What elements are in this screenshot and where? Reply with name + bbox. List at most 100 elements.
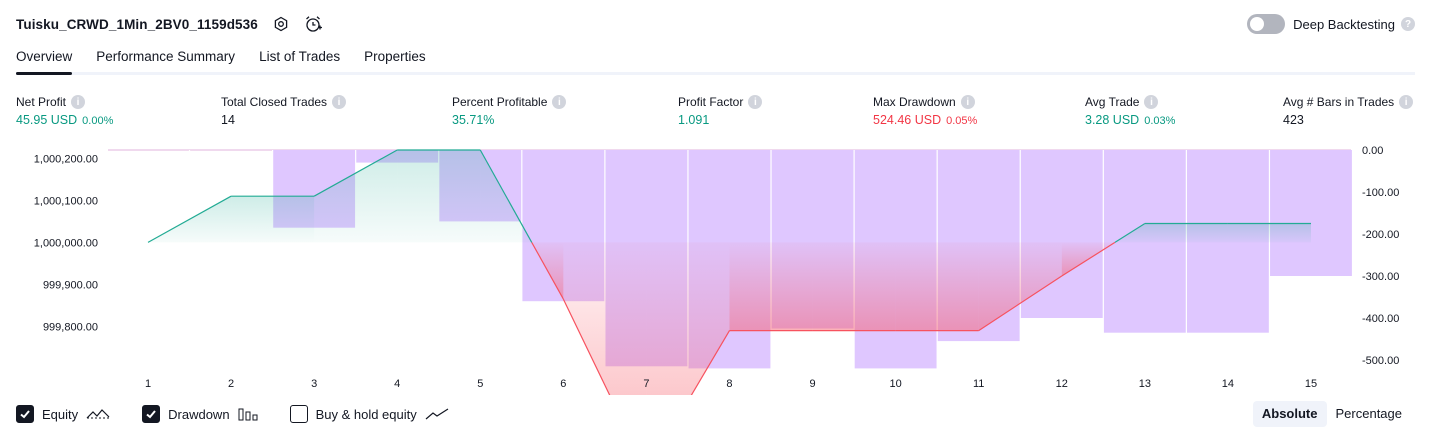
mode-percentage[interactable]: Percentage	[1335, 406, 1403, 421]
equity-fill-up	[397, 150, 481, 243]
legend-label: Buy & hold equity	[315, 406, 417, 422]
tab-bar: Overview Performance Summary List of Tra…	[16, 48, 1415, 75]
metric-label: Percent Profitable	[452, 95, 548, 109]
equity-fill-up	[231, 196, 315, 243]
left-axis-tick: 999,800.00	[43, 321, 98, 333]
metric-net-profit: Net Profit i 45.95 USD 0.00%	[16, 94, 113, 129]
info-icon[interactable]: i	[332, 95, 347, 109]
mode-absolute[interactable]: Absolute	[1252, 401, 1327, 427]
x-axis-tick: 8	[726, 378, 732, 390]
metric-value: 3.28 USD	[1085, 113, 1140, 127]
x-axis-tick: 2	[228, 378, 234, 390]
legend-buy-hold[interactable]: Buy & hold equity	[289, 405, 449, 423]
metric-percent: 0.03%	[1144, 115, 1176, 127]
legend-equity[interactable]: Equity	[16, 405, 110, 423]
equity-fill-up	[1144, 223, 1228, 243]
strategy-header: Tuisku_CRWD_1Min_2BV0_1159d536	[16, 12, 322, 36]
metric-label: Avg # Bars in Trades	[1283, 95, 1395, 109]
help-icon[interactable]: ?	[1401, 17, 1415, 31]
strategy-title: Tuisku_CRWD_1Min_2BV0_1159d536	[16, 16, 258, 32]
equity-line-segment	[1061, 241, 1116, 277]
x-axis-tick: 6	[560, 378, 566, 390]
chart-legend: Equity Drawdown Buy & hold equity	[16, 403, 481, 425]
metric-avg-bars: Avg # Bars in Trades i 423	[1283, 94, 1414, 129]
metrics-row: Net Profit i 45.95 USD 0.00% Total Closed …	[0, 94, 1431, 134]
metric-label: Total Closed Trades	[221, 95, 328, 109]
metric-value: 35.71%	[452, 113, 495, 127]
drawdown-bars-icon	[238, 407, 258, 421]
deep-backtesting-label: Deep Backtesting	[1293, 16, 1395, 32]
equity-line-segment	[147, 195, 232, 243]
info-icon[interactable]: i	[71, 95, 86, 109]
equity-fill-down	[729, 242, 813, 331]
info-icon[interactable]: i	[960, 95, 975, 109]
equity-line-segment	[978, 275, 1063, 332]
x-axis-tick: 5	[477, 378, 483, 390]
equity-line-segment	[1114, 222, 1146, 243]
x-axis-tick: 14	[1222, 378, 1234, 390]
metric-label: Max Drawdown	[873, 95, 956, 109]
deep-backtesting: Deep Backtesting ?	[1247, 12, 1415, 36]
metric-total-closed-trades: Total Closed Trades i 14	[221, 94, 347, 129]
tab-properties[interactable]: Properties	[364, 49, 426, 64]
metric-profit-factor: Profit Factor i 1.091	[678, 94, 763, 129]
x-axis-tick: 11	[973, 378, 984, 390]
metric-percent: 0.00%	[82, 115, 114, 127]
left-axis-tick: 1,000,000.00	[34, 237, 98, 249]
x-axis-tick: 7	[643, 378, 649, 390]
tab-list-of-trades[interactable]: List of Trades	[259, 49, 341, 64]
x-axis-tick: 1	[145, 378, 151, 390]
metric-value: 524.46 USD	[873, 113, 942, 127]
drawdown-bar	[1269, 150, 1353, 276]
drawdown-checkbox[interactable]	[142, 405, 161, 423]
right-axis-tick: 0.00	[1362, 145, 1383, 157]
legend-label: Drawdown	[168, 406, 230, 422]
x-axis-tick: 9	[809, 378, 815, 390]
metric-label: Net Profit	[16, 95, 67, 109]
equity-line-segment	[313, 149, 398, 197]
metric-avg-trade: Avg Trade i 3.28 USD 0.03%	[1085, 94, 1175, 129]
info-icon[interactable]: i	[748, 95, 763, 109]
metric-label: Profit Factor	[678, 95, 744, 109]
equity-fill-down	[646, 242, 730, 395]
legend-label: Equity	[42, 406, 79, 422]
deep-backtesting-toggle[interactable]	[1247, 14, 1286, 34]
equity-fill-up	[1227, 223, 1311, 243]
metric-percent-profitable: Percent Profitable i 35.71%	[452, 94, 567, 129]
info-icon[interactable]: i	[1144, 95, 1159, 109]
tab-performance-summary[interactable]: Performance Summary	[96, 49, 236, 64]
right-axis-tick: -100.00	[1362, 187, 1399, 199]
equity-fill-down	[563, 242, 647, 395]
equity-fill-up	[314, 150, 398, 243]
add-alert-icon[interactable]	[304, 15, 322, 33]
metric-percent: 0.05%	[946, 115, 978, 127]
equity-checkbox[interactable]	[16, 405, 34, 423]
metric-value: 45.95 USD	[16, 113, 78, 127]
left-axis-tick: 1,000,100.00	[34, 195, 98, 207]
x-axis-tick: 15	[1305, 378, 1317, 390]
legend-drawdown[interactable]: Drawdown	[142, 405, 258, 423]
equity-drawdown-chart[interactable]: 1,000,200.00 1,000,100.00 1,000,000.00 999,…	[0, 140, 1431, 395]
x-axis-tick: 4	[394, 378, 400, 390]
buy-hold-checkbox[interactable]	[289, 405, 308, 423]
metric-value: 14	[221, 113, 235, 127]
info-icon[interactable]: i	[552, 95, 567, 109]
right-axis-tick: -500.00	[1362, 355, 1399, 367]
equity-fill-down	[978, 242, 1062, 331]
x-axis-tick: 13	[1139, 378, 1151, 390]
equity-line-segment	[479, 149, 533, 243]
equity-line-icon	[86, 407, 110, 421]
equity-fill-down	[812, 242, 896, 331]
right-axis-tick: -300.00	[1362, 271, 1399, 283]
equity-fill-up	[148, 196, 232, 243]
toggle-knob	[1250, 17, 1265, 31]
metric-value: 423	[1283, 113, 1304, 127]
info-icon[interactable]: i	[1399, 95, 1414, 109]
left-axis-tick: 1,000,200.00	[34, 153, 98, 165]
tab-overview[interactable]: Overview	[16, 48, 73, 75]
scale-mode-switch: Absolute Percentage	[1252, 401, 1411, 427]
metric-max-drawdown: Max Drawdown i 524.46 USD 0.05%	[873, 94, 977, 129]
equity-fill-down	[895, 242, 979, 331]
settings-icon[interactable]	[272, 15, 290, 33]
buy-hold-line-icon	[425, 407, 449, 421]
